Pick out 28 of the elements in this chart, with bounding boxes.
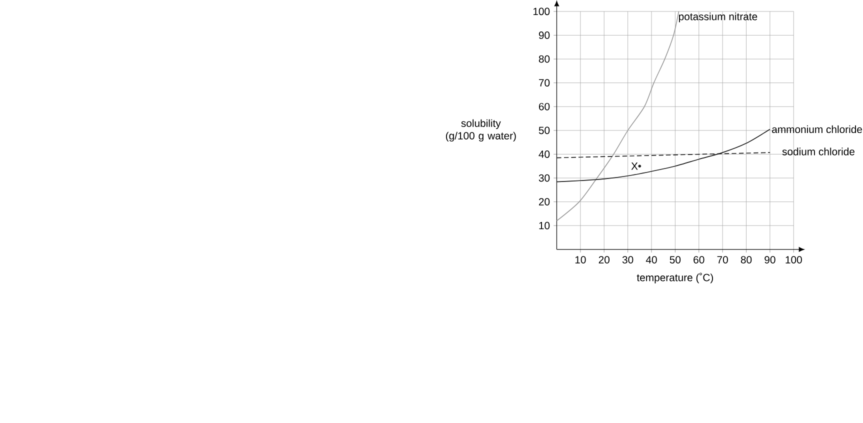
series-label: potassium nitrate [679, 12, 758, 22]
x-tick-label: 80 [740, 256, 752, 264]
y-tick-label: 40 [538, 150, 550, 158]
x-tick-label: 10 [575, 256, 586, 264]
series-label: X [631, 162, 638, 170]
x-tick-label: 40 [646, 256, 657, 264]
y-tick-label: 10 [539, 222, 550, 230]
y-axis-title: solubility (g/100 g water) [446, 119, 516, 142]
y-tick-label: 60 [538, 102, 550, 110]
y-tick-label: 100 [533, 8, 550, 16]
y-tick-label: 50 [538, 126, 550, 134]
x-tick-label: 50 [670, 256, 681, 264]
x-tick-label: 90 [764, 256, 776, 264]
series-label: sodium chloride [782, 148, 854, 156]
x-tick-label: 20 [598, 256, 610, 264]
y-tick-label: 70 [538, 79, 550, 86]
x-axis-title: temperature (˚C) [636, 272, 714, 284]
y-tick-label: 80 [538, 55, 550, 63]
series-label: ammonium chloride [772, 125, 862, 134]
y-tick-label: 90 [538, 32, 550, 39]
x-tick-label: 30 [622, 256, 634, 264]
line-series [556, 128, 770, 182]
x-tick-label: 60 [694, 256, 704, 264]
line-series [556, 10, 680, 222]
x-tick-label: 100 [786, 256, 802, 264]
y-tick-label: 20 [538, 198, 550, 206]
y-tick-label: 30 [538, 174, 550, 182]
x-tick-label: 70 [717, 256, 728, 264]
